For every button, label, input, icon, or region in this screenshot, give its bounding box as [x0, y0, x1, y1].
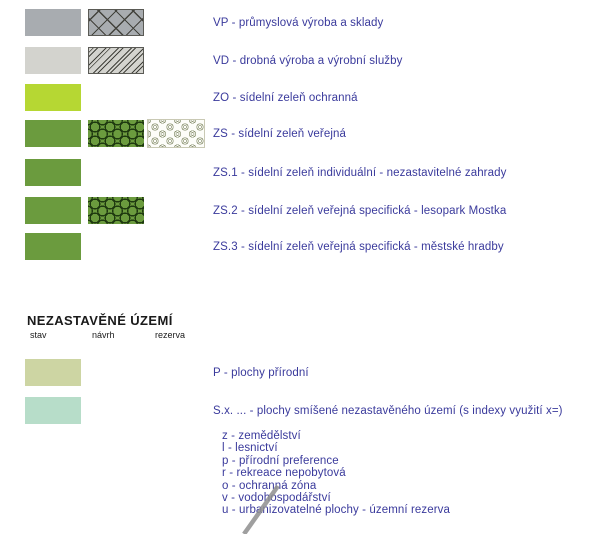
swatch-vp-stav — [25, 9, 81, 36]
usage-index-list: z - zemědělství l - lesnictví p - přírod… — [222, 430, 450, 517]
column-label-navrh: návrh — [92, 330, 115, 340]
column-label-stav: stav — [30, 330, 47, 340]
usage-index-item: p - přírodní preference — [222, 454, 339, 467]
legend-label-sx: S.x. ... - plochy smíšené nezastavěného … — [213, 404, 563, 417]
swatch-zs2-stav — [25, 197, 81, 224]
swatch-zs-rezerva-circles — [147, 119, 205, 148]
legend-label-zs2: ZS.2 - sídelní zeleň veřejná specifická … — [213, 204, 507, 217]
column-label-rezerva: rezerva — [155, 330, 186, 340]
swatch-zs-navrh-circles — [88, 120, 144, 147]
legend-label-vd: VD - drobná výroba a výrobní služby — [213, 54, 403, 67]
legend-label-zs1: ZS.1 - sídelní zeleň individuální - neza… — [213, 166, 507, 179]
swatch-vp-navrh-crosshatch — [88, 9, 144, 36]
swatch-p-stav — [25, 359, 81, 386]
usage-index-item: z - zemědělství — [222, 430, 301, 442]
section-title-undeveloped: NEZASTAVĚNÉ ÚZEMÍ — [27, 313, 173, 328]
swatch-sx-stav — [25, 397, 81, 424]
legend-label-zo: ZO - sídelní zeleň ochranná — [213, 91, 358, 104]
swatch-zo-stav — [25, 84, 81, 111]
usage-index-item: l - lesnictví — [222, 442, 278, 455]
usage-index-item: v - vodohospodářství — [222, 492, 331, 505]
swatch-zs2-navrh-circles — [88, 197, 144, 224]
swatch-zs3-stav — [25, 233, 81, 260]
swatch-zs1-stav — [25, 159, 81, 186]
legend-label-p: P - plochy přírodní — [213, 366, 309, 379]
usage-index-item: o - ochranná zóna — [222, 479, 317, 492]
swatch-vd-navrh-hatch — [88, 47, 144, 74]
swatch-vd-stav — [25, 47, 81, 74]
usage-index-item: r - rekreace nepobytová — [222, 467, 346, 480]
legend-label-zs3: ZS.3 - sídelní zeleň veřejná specifická … — [213, 240, 504, 253]
usage-index-item: u - urbanizovatelné plochy - územní reze… — [222, 504, 451, 517]
swatch-zs-stav — [25, 120, 81, 147]
legend-label-zs: ZS - sídelní zeleň veřejná — [213, 127, 346, 140]
legend-label-vp: VP - průmyslová výroba a sklady — [213, 16, 384, 29]
